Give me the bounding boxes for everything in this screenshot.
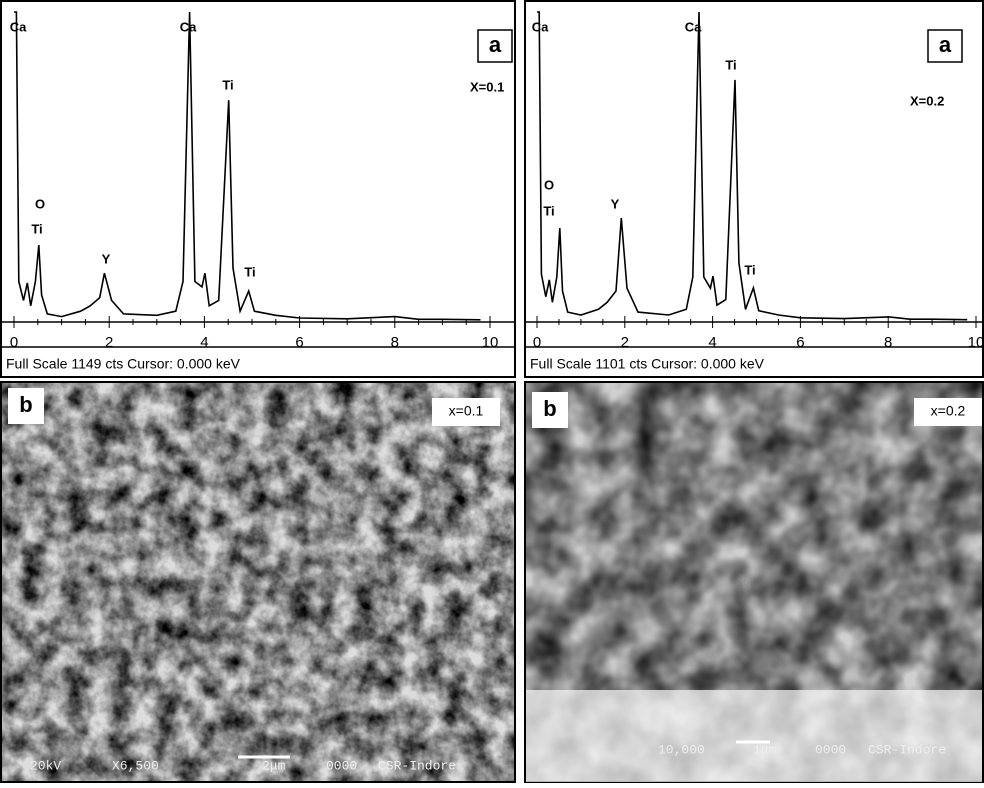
x-tick-label: 10: [968, 334, 984, 351]
sem-info: CSR-Indore: [868, 742, 946, 757]
panel-label-box: [477, 29, 513, 63]
peak-label: O: [544, 177, 554, 192]
spectrum-line: [14, 11, 481, 321]
x-tick-label: 0: [533, 334, 541, 351]
spectrum-frame: [0, 0, 516, 378]
footer: Full Scale 1149 cts Cursor: 0.000 keV: [6, 356, 241, 372]
panel-label: a: [939, 32, 952, 57]
panel-label-box: [532, 392, 568, 428]
peak-label: Ti: [222, 77, 233, 92]
x-tick-label: 8: [391, 334, 399, 351]
panel-label: b: [19, 392, 32, 417]
sem-info: 0000: [815, 742, 846, 757]
sem-info: 2μm: [262, 758, 286, 773]
footer: Full Scale 1101 cts Cursor: 0.000 keV: [530, 356, 765, 372]
sem-info: 1μm: [753, 742, 777, 757]
peak-label: Ti: [244, 264, 255, 279]
sem-info: 0000: [326, 758, 357, 773]
composition-box: [914, 398, 982, 426]
peak-label: O: [35, 196, 45, 211]
peak-label: Ca: [10, 19, 27, 34]
composition: X=0.1: [470, 79, 504, 94]
composition: x=0.1: [449, 403, 484, 419]
spectrum-frame: [524, 0, 984, 378]
peak-label: Ca: [685, 19, 702, 34]
x-tick-label: 4: [200, 334, 208, 351]
composition: x=0.2: [931, 403, 966, 419]
peak-label: Ti: [31, 221, 42, 236]
sem-texture: [2, 383, 514, 781]
peak-label: Y: [102, 251, 111, 266]
panel-label: a: [489, 32, 502, 57]
composition-box: [432, 398, 500, 426]
peak-label: Ti: [725, 57, 736, 72]
x-tick-label: 6: [796, 334, 804, 351]
x-tick-label: 0: [10, 334, 18, 351]
sem-bright-region: [526, 690, 982, 782]
x-tick-label: 10: [482, 334, 499, 351]
peak-label: Ca: [532, 19, 549, 34]
peak-label: Ca: [180, 19, 197, 34]
sem-info: CSR-Indore: [378, 758, 456, 773]
spectrum-line: [537, 11, 968, 321]
sem-info: 10,000: [658, 742, 705, 757]
sem-info: X6,500: [112, 758, 159, 773]
panel-label-box: [8, 388, 44, 424]
x-tick-label: 6: [295, 334, 303, 351]
x-tick-label: 8: [884, 334, 892, 351]
composition: X=0.2: [910, 93, 944, 108]
panel-label: b: [543, 396, 556, 421]
peak-label: Ti: [543, 203, 554, 218]
x-tick-label: 2: [105, 334, 113, 351]
peak-label: Ti: [744, 262, 755, 277]
x-tick-label: 4: [708, 334, 716, 351]
x-tick-label: 2: [621, 334, 629, 351]
panel-label-box: [927, 29, 963, 63]
peak-label: Y: [611, 196, 620, 211]
sem-info: 20kV: [30, 758, 61, 773]
